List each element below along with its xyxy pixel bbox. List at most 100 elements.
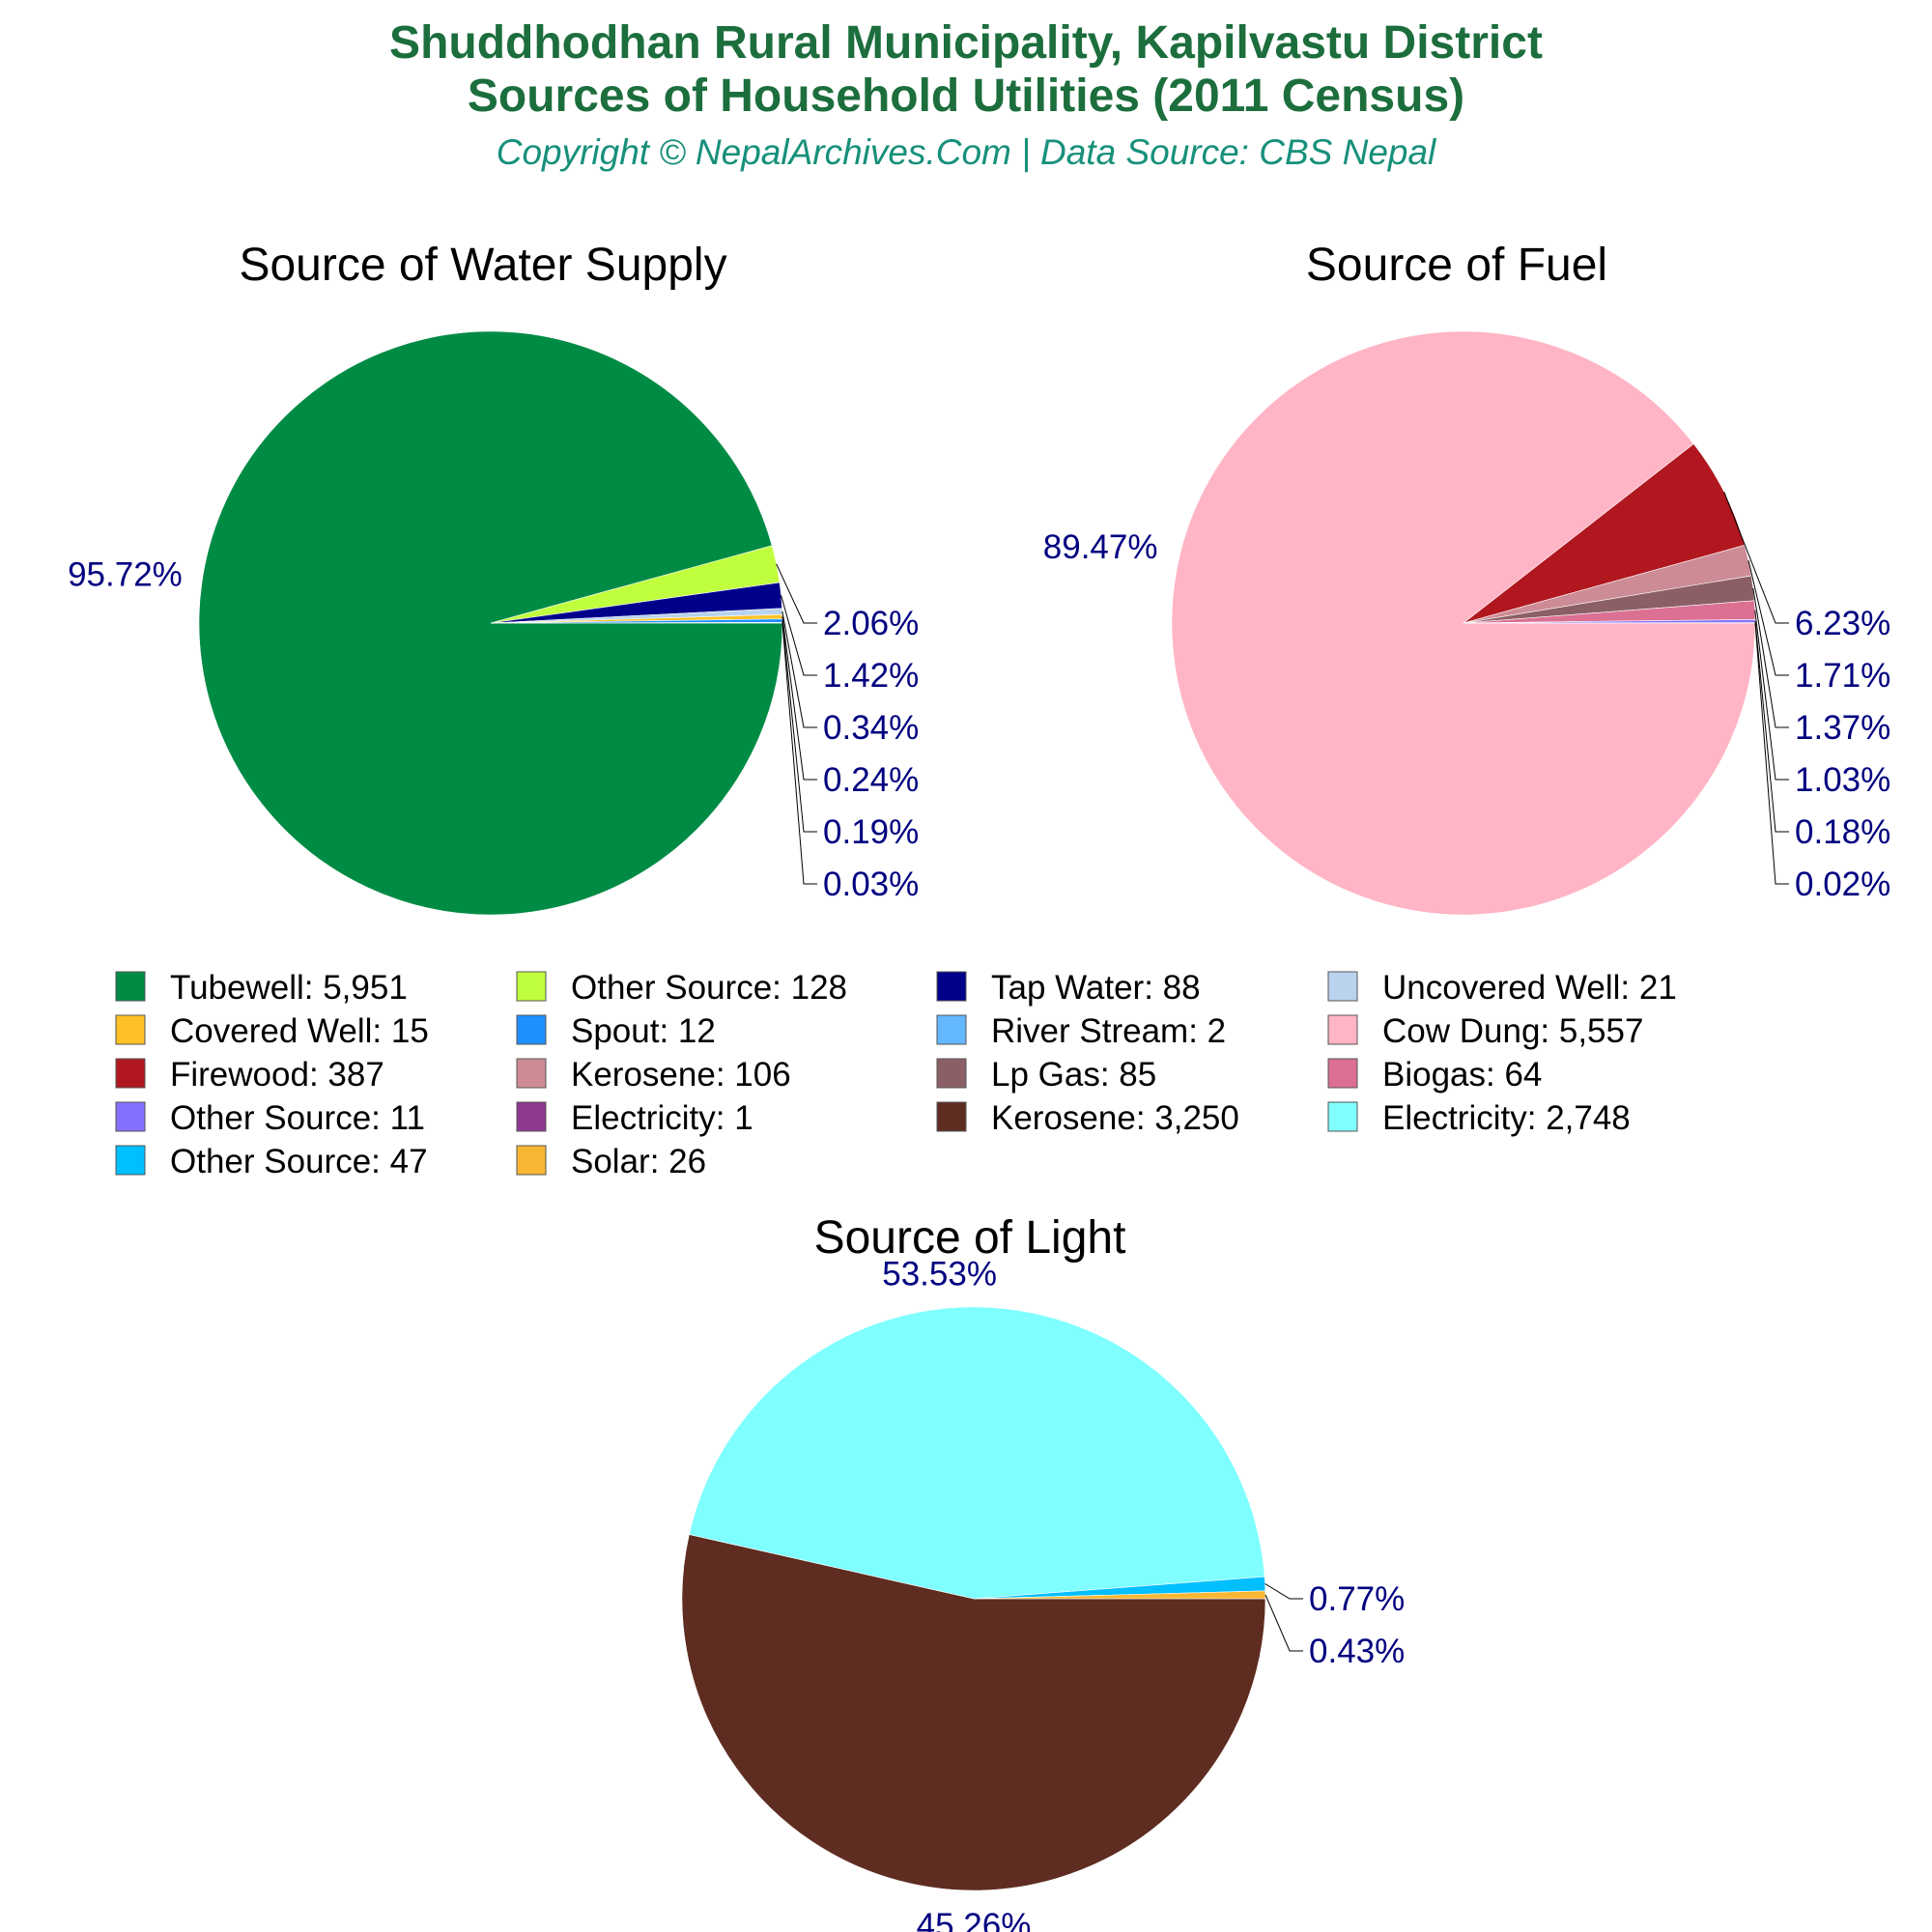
- legend-item: Electricity: 1: [516, 1099, 753, 1137]
- leader-line-water-2: [781, 595, 817, 676]
- pie-light: 53.53% 45.26% 0.77% 0.43%: [681, 1256, 1405, 1932]
- legend-item: Spout: 12: [516, 1012, 716, 1050]
- pct-label-fuel-4: 1.03%: [1795, 761, 1890, 799]
- legend-label: Covered Well: 15: [170, 1012, 429, 1050]
- leader-line-light-3: [1264, 1594, 1303, 1652]
- pct-label-water-1: 2.06%: [823, 605, 919, 642]
- leader-line-water-6: [781, 622, 817, 885]
- pct-label-water-5: 0.19%: [823, 813, 919, 851]
- leader-line-fuel-3: [1752, 587, 1789, 728]
- legend-label: Lp Gas: 85: [991, 1056, 1156, 1094]
- legend-swatch: [115, 1014, 146, 1045]
- legend-label: Electricity: 2,748: [1382, 1099, 1631, 1137]
- pct-label-water-0: 95.72%: [68, 555, 183, 593]
- legend-label: Firewood: 387: [170, 1056, 384, 1094]
- legend-item: Other Source: 11: [115, 1099, 425, 1137]
- legend-item: Electricity: 2,748: [1327, 1099, 1631, 1137]
- pct-label-light-0: 53.53%: [882, 1256, 997, 1293]
- pct-label-fuel-2: 1.71%: [1795, 657, 1890, 695]
- legend-item: Kerosene: 106: [516, 1056, 791, 1094]
- pie-fuel: 89.47% 6.23% 1.71% 1.37% 1.03% 0.18% 0.02%: [1043, 330, 1890, 916]
- legend-swatch: [936, 971, 967, 1002]
- legend-label: Uncovered Well: 21: [1382, 969, 1677, 1007]
- legend-item: Cow Dung: 5,557: [1327, 1012, 1643, 1050]
- legend-label: Kerosene: 106: [571, 1056, 791, 1094]
- legend-item: Other Source: 47: [115, 1143, 428, 1180]
- legend-label: Tap Water: 88: [991, 969, 1201, 1007]
- pie-water: 95.72% 2.06% 1.42% 0.34% 0.24% 0.19% 0.03%: [68, 330, 919, 916]
- pct-label-water-6: 0.03%: [823, 866, 919, 903]
- leader-line-water-3: [781, 611, 817, 728]
- pie-title-fuel: Source of Fuel: [1306, 240, 1607, 291]
- legend-swatch: [516, 1101, 547, 1132]
- pie-slice-light-1: [689, 1306, 1265, 1600]
- legend: Tubewell: 5,951 Other Source: 128 Tap Wate…: [115, 969, 1677, 1180]
- pct-label-fuel-5: 0.18%: [1795, 813, 1890, 851]
- legend-label: Tubewell: 5,951: [170, 969, 408, 1007]
- legend-item: Firewood: 387: [115, 1056, 384, 1094]
- leader-line-water-4: [781, 616, 817, 781]
- pie-charts-group: 95.72% 2.06% 1.42% 0.34% 0.24% 0.19% 0.03% 89.4…: [68, 330, 1890, 1932]
- leader-line-light-2: [1264, 1583, 1303, 1600]
- pct-label-fuel-1: 6.23%: [1795, 605, 1890, 642]
- legend-item: Tubewell: 5,951: [115, 969, 408, 1007]
- leader-line-fuel-2: [1747, 559, 1789, 676]
- chart-title-line2: Sources of Household Utilities (2011 Cen…: [468, 71, 1464, 122]
- legend-label: Other Source: 128: [571, 969, 847, 1007]
- legend-swatch: [1327, 971, 1358, 1002]
- legend-item: Covered Well: 15: [115, 1012, 429, 1050]
- legend-item: Kerosene: 3,250: [936, 1099, 1239, 1137]
- pct-label-light-3: 0.43%: [1309, 1633, 1405, 1670]
- legend-swatch: [1327, 1014, 1358, 1045]
- legend-swatch: [516, 1145, 547, 1176]
- pct-label-light-1: 45.26%: [917, 1907, 1032, 1932]
- legend-swatch: [1327, 1058, 1358, 1089]
- legend-label: Spout: 12: [571, 1012, 716, 1050]
- legend-swatch: [115, 1145, 146, 1176]
- legend-label: Biogas: 64: [1382, 1056, 1542, 1094]
- pct-label-fuel-6: 0.02%: [1795, 866, 1890, 903]
- pie-slice-light-0: [681, 1534, 1266, 1891]
- pct-label-water-4: 0.24%: [823, 761, 919, 799]
- legend-swatch: [115, 1058, 146, 1089]
- pct-label-fuel-3: 1.37%: [1795, 709, 1890, 747]
- legend-item: Lp Gas: 85: [936, 1056, 1156, 1094]
- legend-swatch: [936, 1101, 967, 1132]
- legend-label: Other Source: 11: [170, 1099, 425, 1137]
- legend-label: Electricity: 1: [571, 1099, 753, 1137]
- legend-swatch: [516, 971, 547, 1002]
- legend-label: Other Source: 47: [170, 1143, 428, 1180]
- pct-label-fuel-0: 89.47%: [1043, 528, 1158, 566]
- legend-label: Solar: 26: [571, 1143, 706, 1180]
- legend-item: River Stream: 2: [936, 1012, 1226, 1050]
- legend-label: Kerosene: 3,250: [991, 1099, 1239, 1137]
- legend-item: Biogas: 64: [1327, 1056, 1542, 1094]
- leader-line-fuel-6: [1754, 622, 1789, 885]
- legend-swatch: [516, 1014, 547, 1045]
- legend-swatch: [936, 1058, 967, 1089]
- leader-line-water-1: [776, 563, 817, 624]
- pct-label-water-2: 1.42%: [823, 657, 919, 695]
- legend-item: Uncovered Well: 21: [1327, 969, 1677, 1007]
- legend-label: River Stream: 2: [991, 1012, 1226, 1050]
- legend-swatch: [1327, 1101, 1358, 1132]
- legend-item: Tap Water: 88: [936, 969, 1201, 1007]
- legend-label: Cow Dung: 5,557: [1382, 1012, 1643, 1050]
- legend-item: Other Source: 128: [516, 969, 847, 1007]
- legend-item: Solar: 26: [516, 1143, 706, 1180]
- pct-label-light-2: 0.77%: [1309, 1580, 1405, 1618]
- pct-label-water-3: 0.34%: [823, 709, 919, 747]
- leader-line-fuel-4: [1754, 610, 1789, 781]
- chart-subtitle: Copyright © NepalArchives.Com | Data Sou…: [497, 132, 1437, 172]
- legend-swatch: [516, 1058, 547, 1089]
- leader-line-fuel-5: [1754, 620, 1789, 833]
- legend-swatch: [115, 1101, 146, 1132]
- pie-title-light: Source of Light: [814, 1212, 1126, 1264]
- leader-line-fuel-1: [1723, 492, 1789, 624]
- legend-swatch: [115, 971, 146, 1002]
- leader-line-water-5: [781, 620, 817, 833]
- legend-swatch: [936, 1014, 967, 1045]
- pie-title-water: Source of Water Supply: [239, 240, 726, 291]
- chart-title-line1: Shuddhodhan Rural Municipality, Kapilvas…: [389, 17, 1543, 69]
